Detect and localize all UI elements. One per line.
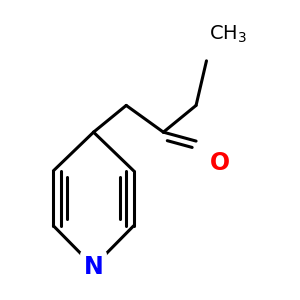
Text: N: N bbox=[84, 254, 103, 278]
Text: O: O bbox=[210, 152, 230, 176]
Text: CH$_3$: CH$_3$ bbox=[209, 23, 247, 45]
